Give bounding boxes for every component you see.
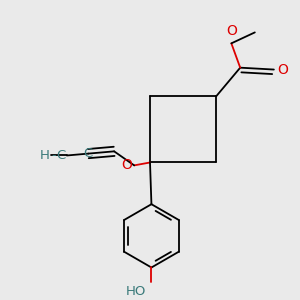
Text: C: C: [56, 149, 65, 162]
Text: C: C: [84, 147, 93, 160]
Text: H: H: [40, 149, 50, 162]
Text: O: O: [277, 62, 288, 76]
Text: -: -: [52, 149, 56, 162]
Text: O: O: [226, 24, 237, 38]
Text: HO: HO: [126, 285, 146, 298]
Text: O: O: [122, 158, 133, 172]
